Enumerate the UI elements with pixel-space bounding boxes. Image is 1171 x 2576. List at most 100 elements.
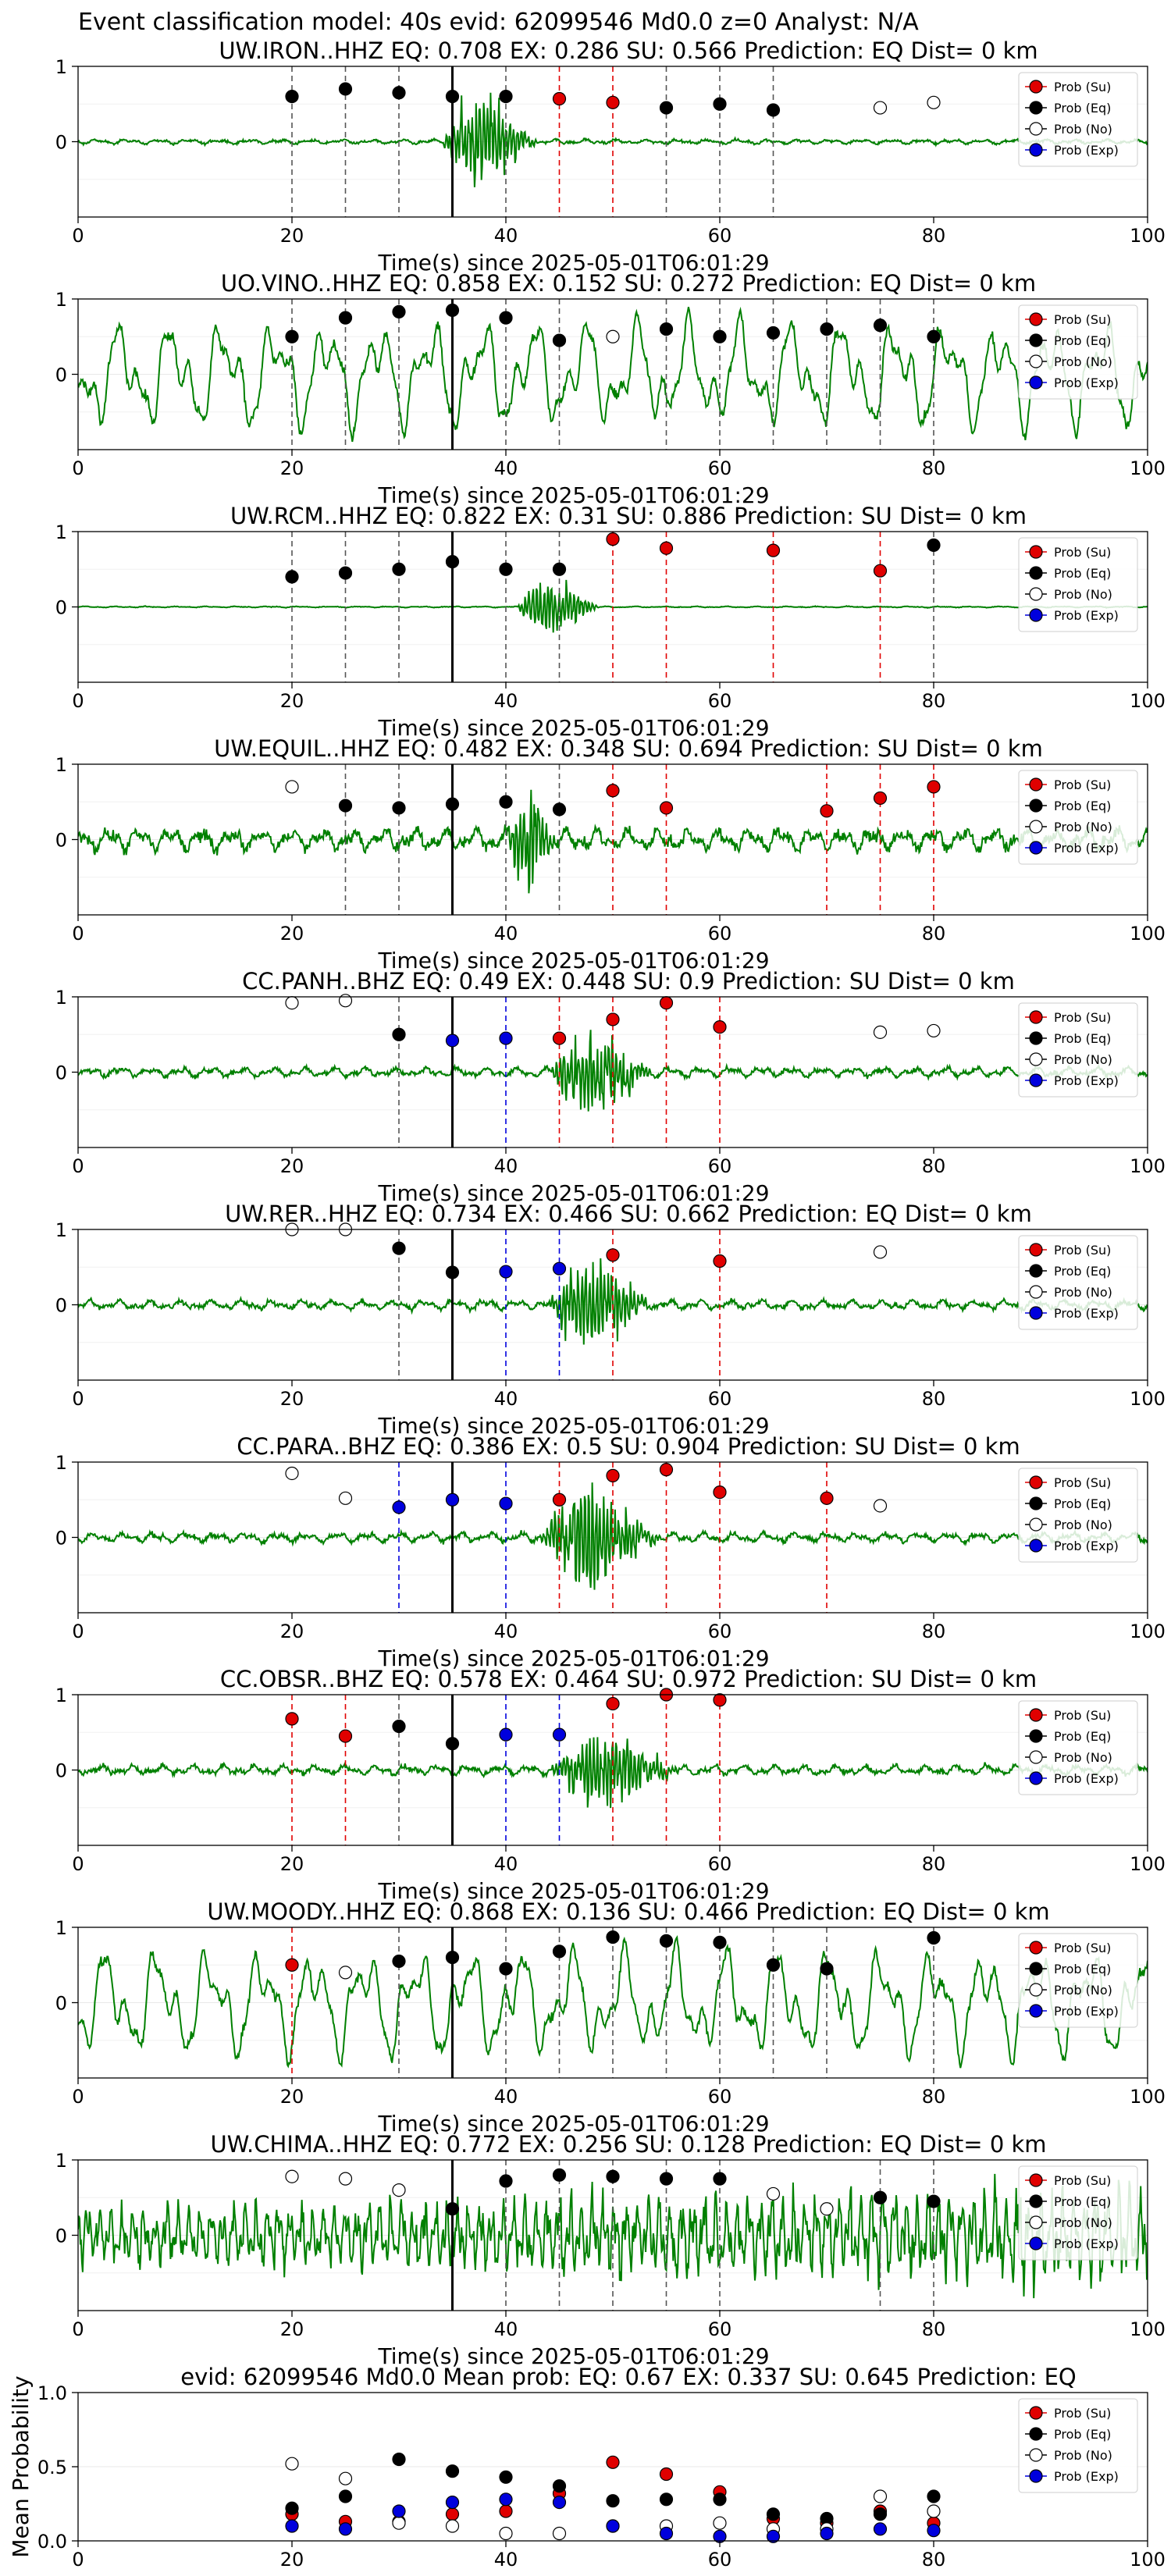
legend-marker — [1029, 608, 1043, 622]
legend-entry: Prob (Su) — [1054, 777, 1111, 792]
x-tick-label: 20 — [280, 690, 304, 712]
prob-point-eq — [659, 101, 674, 115]
waveform-trace — [78, 306, 1148, 443]
prob-point-exp — [445, 1034, 460, 1048]
prob-point-eq — [445, 797, 460, 811]
panel-title: UW.IRON..HHZ EQ: 0.708 EX: 0.286 SU: 0.5… — [219, 37, 1038, 64]
y-tick-label: 1 — [55, 1219, 67, 1241]
x-tick-label: 0 — [72, 2318, 84, 2340]
y-tick-label: 1.0 — [37, 2382, 67, 2404]
prob-point-su — [713, 1254, 727, 1268]
prob-point-eq — [927, 2194, 941, 2208]
prob-point-no — [766, 2186, 781, 2201]
legend-marker — [1029, 777, 1043, 792]
mean-point-no — [392, 2516, 406, 2530]
prob-point-no — [873, 1025, 888, 1039]
legend-marker — [1029, 587, 1043, 601]
x-tick-label: 100 — [1130, 1621, 1166, 1642]
x-tick-label: 60 — [708, 1853, 732, 1875]
x-tick-label: 80 — [922, 2086, 946, 2108]
legend-entry: Prob (Eq) — [1054, 1031, 1111, 1046]
prob-point-no — [606, 329, 620, 343]
y-tick-label: 1 — [55, 1452, 67, 1474]
station-panel: UO.VINO..HHZ EQ: 0.858 EX: 0.152 SU: 0.2… — [55, 270, 1166, 508]
mean-point-eq — [392, 2452, 406, 2467]
prob-point-eq — [766, 103, 781, 117]
legend-marker — [1029, 1750, 1043, 1764]
prob-point-eq — [659, 2172, 674, 2186]
legend-entry: Prob (No) — [1054, 587, 1112, 602]
y-tick-label: 1 — [55, 1917, 67, 1939]
prob-point-su — [552, 91, 567, 106]
mean-point-eq — [659, 2492, 674, 2507]
x-tick-label: 40 — [494, 2318, 518, 2340]
panel-title: UW.EQUIL..HHZ EQ: 0.482 EX: 0.348 SU: 0.… — [214, 735, 1043, 762]
x-tick-label: 20 — [280, 923, 304, 945]
legend: Prob (Su) Prob (Eq) Prob (No) Prob (Exp) — [1018, 770, 1138, 865]
x-tick-label: 0 — [72, 923, 84, 945]
legend-marker — [1029, 820, 1043, 834]
prob-point-eq — [927, 1930, 941, 1945]
prob-point-eq — [552, 2168, 567, 2182]
x-tick-label: 60 — [708, 690, 732, 712]
station-panel: CC.PARA..BHZ EQ: 0.386 EX: 0.5 SU: 0.904… — [55, 1433, 1166, 1671]
x-tick-label: 0 — [72, 225, 84, 247]
x-tick-label: 40 — [494, 457, 518, 479]
legend-entry: Prob (Exp) — [1054, 1539, 1119, 1553]
y-tick-label: 0 — [55, 132, 67, 154]
x-axis-label: Time(s) since 2025-05-01T06:01:29 — [377, 1646, 769, 1671]
prob-point-eq — [499, 1962, 513, 1976]
x-tick-label: 100 — [1130, 1388, 1166, 1410]
prob-point-eq — [392, 1954, 406, 1969]
x-tick-label: 40 — [494, 2086, 518, 2108]
legend-entry: Prob (Eq) — [1054, 2194, 1111, 2209]
x-axis-label: Time(s) since 2025-05-01T06:01:29 — [377, 948, 769, 973]
x-tick-label: 0 — [72, 2086, 84, 2108]
prob-point-su — [713, 1019, 727, 1034]
prob-point-eq — [445, 1265, 460, 1279]
prob-point-no — [285, 780, 299, 794]
mean-point-su — [499, 2504, 513, 2518]
legend-marker — [1029, 1243, 1043, 1257]
mean-point-eq — [873, 2507, 888, 2521]
y-tick-label: 0 — [55, 365, 67, 386]
legend-marker — [1029, 2173, 1043, 2187]
x-tick-label: 60 — [708, 1621, 732, 1642]
mean-point-no — [927, 2504, 941, 2518]
legend-entry: Prob (Eq) — [1054, 2427, 1111, 2442]
x-tick-label: 0 — [72, 1853, 84, 1875]
x-tick-label: 20 — [280, 1853, 304, 1875]
x-axis-label: Time(s) since 2025-05-01T06:01:29 — [377, 1878, 769, 1904]
mean-point-eq — [927, 2489, 941, 2503]
x-tick-label: 60 — [708, 1388, 732, 1410]
prob-point-su — [873, 791, 888, 806]
legend-entry: Prob (Su) — [1054, 545, 1111, 560]
prob-point-eq — [552, 333, 567, 347]
x-tick-label: 80 — [922, 225, 946, 247]
mean-point-exp — [927, 2524, 941, 2538]
prob-point-su — [713, 1485, 727, 1500]
x-tick-label: 40 — [494, 1155, 518, 1177]
legend-marker — [1029, 143, 1043, 157]
prob-point-su — [606, 784, 620, 798]
x-tick-label: 20 — [280, 2086, 304, 2108]
prob-point-eq — [338, 799, 353, 813]
x-tick-label: 0 — [72, 457, 84, 479]
legend-entry: Prob (Eq) — [1054, 1264, 1111, 1279]
prob-point-eq — [499, 562, 513, 576]
prob-point-su — [927, 780, 941, 794]
prob-point-su — [606, 1468, 620, 1482]
prob-point-su — [606, 95, 620, 109]
mean-point-exp — [338, 2522, 353, 2536]
y-tick-label: 0 — [55, 1528, 67, 1550]
y-tick-label: 0 — [55, 1062, 67, 1084]
prob-point-eq — [552, 802, 567, 817]
legend-entry: Prob (No) — [1054, 1750, 1112, 1765]
x-axis-label: Time(s) since 2025-05-01T06:01:29 — [377, 1180, 769, 1206]
x-tick-label: 100 — [1130, 923, 1166, 945]
legend-entry: Prob (No) — [1054, 2448, 1112, 2463]
x-tick-label: 100 — [1130, 1853, 1166, 1875]
legend-entry: Prob (Su) — [1054, 1708, 1111, 1723]
x-tick-label: 40 — [494, 923, 518, 945]
prob-point-su — [713, 1693, 727, 1707]
